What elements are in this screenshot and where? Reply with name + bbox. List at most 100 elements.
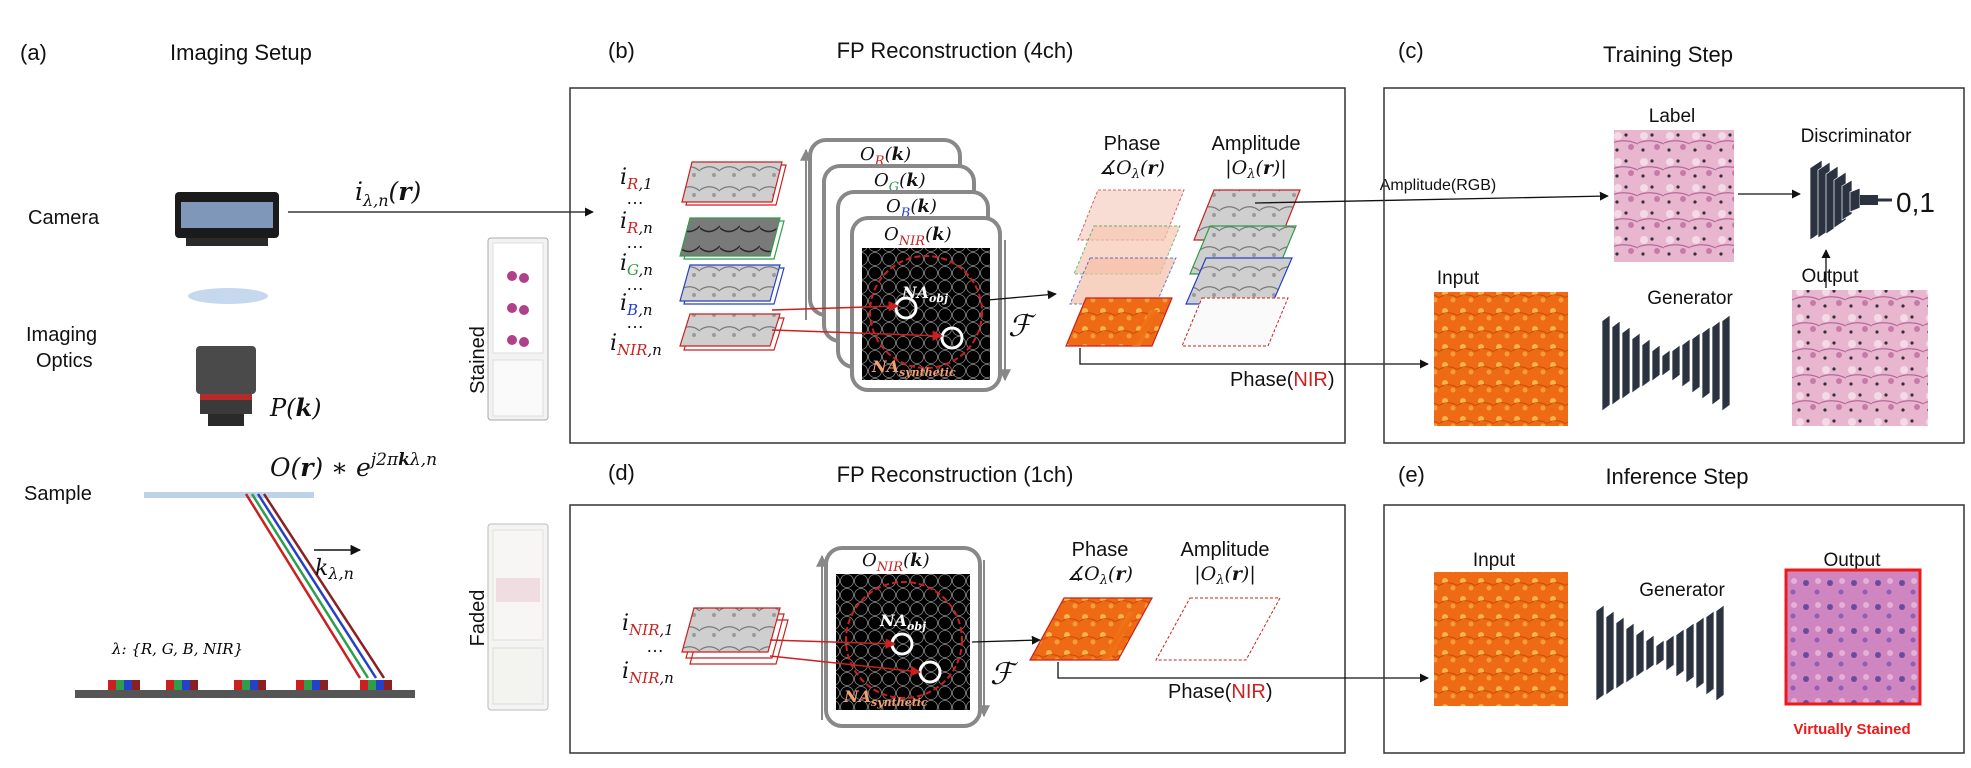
svg-text:…: … [626,312,644,332]
pupil-function-label: P(k) [269,393,322,422]
panel-b-letter: (b) [608,38,635,63]
nir-mapping-arrow-1 [769,638,897,649]
panel-b-title: FP Reconstruction (4ch) [837,38,1074,63]
stained-label: Stained [467,326,489,394]
panel-d-title: FP Reconstruction (1ch) [837,462,1074,487]
generator-layer [1621,326,1631,400]
fourier-spectrum-stack: OR(k) OG(k) OB(k) ONIR(k) NAobj NAsynthe… [800,138,1011,392]
generator-layer [1705,610,1715,696]
optics-label-line2: Optics [36,350,93,372]
generator-layer [1635,628,1645,678]
fourier-transform-arrow [987,290,1057,301]
phase-nir-arrow-infer [1057,662,1429,683]
generator-network-icon [1601,314,1731,412]
object-field-label: O(r) ∗ ej2πkλ,n [270,450,437,482]
panel-d-fp-reconstruction-1ch: (d) FP Reconstruction (1ch) iNIR,1 … iNI… [569,460,1429,754]
amplitude-placeholder-nir [1155,597,1281,661]
panel-e-frame [1383,504,1965,754]
amplitude-stack-4ch [1181,189,1301,347]
generator-layer [1625,622,1635,684]
discriminator-output: 0,1 [1896,187,1935,218]
svg-text:…: … [626,232,644,252]
raw-nir-stack [681,607,789,665]
generator-network-icon [1595,604,1725,702]
generator-layer [1651,344,1661,382]
svg-text:…: … [626,188,644,208]
panel-d-letter: (d) [608,460,635,485]
raw-nir-first-label: iNIR,1 [622,611,674,639]
nir-mapping-arrow-2 [769,655,922,677]
led-unit [360,680,392,690]
svg-text:iR,1: iR,1 [620,165,653,193]
intensity-image-label: iλ,n(r) [355,177,421,210]
generator-layer [1655,639,1665,667]
generator-layer [1645,634,1655,672]
phase-header-d: Phase [1072,539,1129,561]
phase-header: Phase [1104,133,1161,155]
amplitude-formula: |Oλ(r)| [1225,157,1287,182]
led-unit [108,680,140,690]
faded-slide [487,523,549,711]
generator-layer [1605,610,1615,696]
stained-slide [487,237,549,421]
panel-b-fp-reconstruction-4ch: (b) FP Reconstruction (4ch) iR,1 … iR,n … [569,38,1609,444]
lambda-set-label: λ: {R, G, B, NIR} [111,640,243,658]
raw-nir-ellipsis: … [646,636,664,656]
generator-layer [1641,338,1651,388]
panel-c-letter: (c) [1398,38,1424,63]
input-phase-image-e [1434,572,1568,706]
led-unit [234,680,266,690]
generator-layer [1665,634,1675,672]
phase-nir-label-b: Phase(NIR) [1230,369,1335,391]
generator-layer [1671,344,1681,382]
label-image [1614,130,1734,262]
input-title-e: Input [1473,550,1516,571]
generator-layer [1595,604,1605,702]
generator-title-e: Generator [1639,580,1725,601]
generator-layer [1615,616,1625,690]
amplitude-header-d: Amplitude [1181,539,1270,561]
generator-layer [1715,604,1725,702]
sample-slide [144,492,314,498]
amplitude-header: Amplitude [1212,133,1301,155]
generator-layer [1711,320,1721,406]
output-title-c: Output [1801,266,1859,287]
led-unit [166,680,198,690]
discriminator-network-icon [1809,159,1892,241]
svg-text:ONIR(k): ONIR(k) [862,550,930,575]
illumination-rays [244,493,386,679]
phase-formula: ∡Oλ(r) [1099,157,1165,182]
camera-label: Camera [28,207,100,229]
generator-title-c: Generator [1647,288,1733,309]
virtually-stained-caption: Virtually Stained [1793,721,1910,738]
panel-a-imaging-setup: (a) Imaging Setup Camera Imaging Optics … [20,40,594,711]
mapping-arrow-1 [771,301,900,312]
amplitude-rgb-arrow [1254,191,1609,204]
phase-formula-d: ∡Oλ(r) [1067,563,1133,588]
optics-label-line1: Imaging [26,324,97,346]
fourier-transform-symbol: ℱ [1008,309,1037,344]
panel-e-inference-step: (e) Inference Step Input Generator Outpu… [1383,462,1965,754]
lens-icon [188,288,268,304]
raw-image-index-labels: iR,1 … iR,n … iG,n … iB,n … iNIR,n [610,165,662,359]
fourier-spectrum-nir: ONIR(k) NAobj NAsynthetic [816,546,990,728]
generator-layer [1701,326,1711,400]
amplitude-formula-d: |Oλ(r)| [1194,563,1256,588]
generator-layer [1661,349,1671,377]
mapping-arrow-2 [771,329,944,341]
generator-layer [1611,320,1621,406]
label-title: Label [1649,106,1696,127]
svg-text:iNIR,n: iNIR,n [610,331,662,359]
fourier-transform-symbol-d: ℱ [990,657,1019,692]
output-title-e: Output [1823,550,1881,571]
objective-icon [196,346,256,426]
phase-nir-label-d: Phase(NIR) [1168,681,1273,703]
led-unit [296,680,328,690]
faded-label: Faded [467,590,489,647]
phase-stack-4ch [1065,189,1185,347]
generator-layer [1721,314,1731,412]
virtually-stained-image [1784,568,1922,706]
amplitude-rgb-label: Amplitude(RGB) [1380,177,1496,194]
generator-layer [1675,628,1685,678]
